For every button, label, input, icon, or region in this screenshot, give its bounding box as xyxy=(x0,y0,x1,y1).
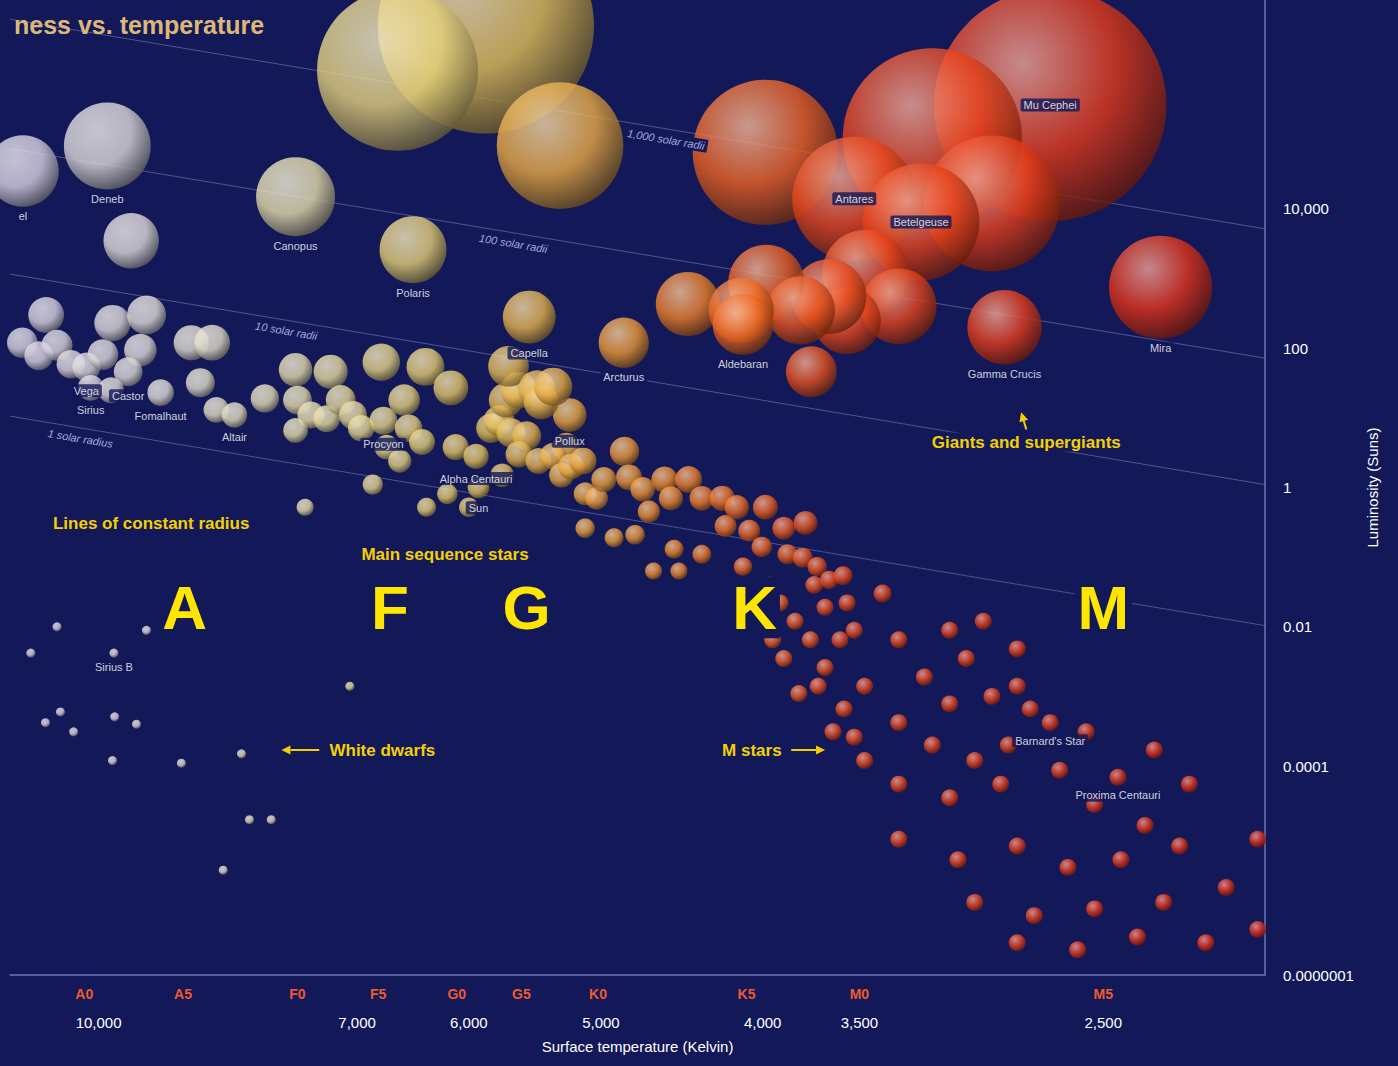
svg-text:G0: G0 xyxy=(447,986,466,1002)
svg-text:Lines of constant radius: Lines of constant radius xyxy=(53,514,249,533)
svg-text:0.01: 0.01 xyxy=(1283,618,1312,635)
svg-text:M0: M0 xyxy=(850,986,870,1002)
svg-text:F: F xyxy=(371,573,409,642)
svg-text:Aldebaran: Aldebaran xyxy=(718,358,768,370)
svg-text:Proxima Centauri: Proxima Centauri xyxy=(1075,789,1160,801)
svg-text:K: K xyxy=(732,573,777,642)
svg-text:Antares: Antares xyxy=(835,193,873,205)
svg-text:Sirius B: Sirius B xyxy=(95,661,133,673)
svg-text:K0: K0 xyxy=(589,986,607,1002)
svg-text:A: A xyxy=(162,573,207,642)
svg-text:White dwarfs: White dwarfs xyxy=(329,741,435,760)
svg-text:Betelgeuse: Betelgeuse xyxy=(893,216,948,228)
svg-text:Barnard's Star: Barnard's Star xyxy=(1015,735,1085,747)
svg-text:7,000: 7,000 xyxy=(338,1014,376,1031)
svg-text:A5: A5 xyxy=(174,986,192,1002)
svg-text:10,000: 10,000 xyxy=(76,1014,122,1031)
svg-text:Vega: Vega xyxy=(74,385,100,397)
svg-text:Gamma Crucis: Gamma Crucis xyxy=(968,368,1042,380)
svg-text:1: 1 xyxy=(1283,479,1291,496)
svg-text:2,500: 2,500 xyxy=(1085,1014,1123,1031)
svg-text:G5: G5 xyxy=(512,986,531,1002)
svg-text:A0: A0 xyxy=(75,986,93,1002)
svg-text:6,000: 6,000 xyxy=(450,1014,488,1031)
svg-text:ness vs. temperature: ness vs. temperature xyxy=(14,11,264,39)
svg-text:Altair: Altair xyxy=(222,431,247,443)
svg-text:Canopus: Canopus xyxy=(274,240,319,252)
svg-text:Mira: Mira xyxy=(1150,342,1172,354)
svg-text:Alpha Centauri: Alpha Centauri xyxy=(440,473,513,485)
svg-text:Procyon: Procyon xyxy=(363,438,403,450)
svg-text:Arcturus: Arcturus xyxy=(603,371,644,383)
svg-text:Pollux: Pollux xyxy=(555,435,585,447)
svg-text:F5: F5 xyxy=(370,986,387,1002)
svg-text:G: G xyxy=(502,573,550,642)
svg-text:5,000: 5,000 xyxy=(582,1014,620,1031)
svg-text:4,000: 4,000 xyxy=(744,1014,782,1031)
svg-text:Giants and supergiants: Giants and supergiants xyxy=(932,433,1121,452)
svg-text:F0: F0 xyxy=(289,986,306,1002)
svg-text:el: el xyxy=(19,210,28,222)
svg-text:M stars: M stars xyxy=(722,741,782,760)
svg-text:3,500: 3,500 xyxy=(841,1014,879,1031)
svg-text:0.0000001: 0.0000001 xyxy=(1283,967,1354,984)
svg-text:M5: M5 xyxy=(1094,986,1114,1002)
svg-text:1,000 solar radii: 1,000 solar radii xyxy=(626,127,706,152)
svg-text:Deneb: Deneb xyxy=(91,193,123,205)
svg-text:Castor: Castor xyxy=(112,390,145,402)
svg-text:Capella: Capella xyxy=(511,347,549,359)
svg-text:Sirius: Sirius xyxy=(77,404,105,416)
svg-text:Surface temperature (Kelvin): Surface temperature (Kelvin) xyxy=(542,1038,734,1055)
svg-text:10,000: 10,000 xyxy=(1283,200,1329,217)
svg-text:0.0001: 0.0001 xyxy=(1283,758,1329,775)
svg-text:Sun: Sun xyxy=(469,502,489,514)
svg-text:100: 100 xyxy=(1283,340,1308,357)
svg-text:Polaris: Polaris xyxy=(396,287,430,299)
svg-text:Fomalhaut: Fomalhaut xyxy=(135,410,187,422)
svg-text:M: M xyxy=(1077,573,1129,642)
svg-text:Mu Cephei: Mu Cephei xyxy=(1024,99,1077,111)
svg-text:Main sequence stars: Main sequence stars xyxy=(361,545,528,564)
svg-text:1 solar radius: 1 solar radius xyxy=(47,427,115,450)
svg-text:Luminosity (Suns): Luminosity (Suns) xyxy=(1364,427,1381,547)
svg-text:10 solar radii: 10 solar radii xyxy=(254,320,319,342)
svg-text:K5: K5 xyxy=(738,986,756,1002)
svg-text:100 solar radii: 100 solar radii xyxy=(478,232,549,255)
